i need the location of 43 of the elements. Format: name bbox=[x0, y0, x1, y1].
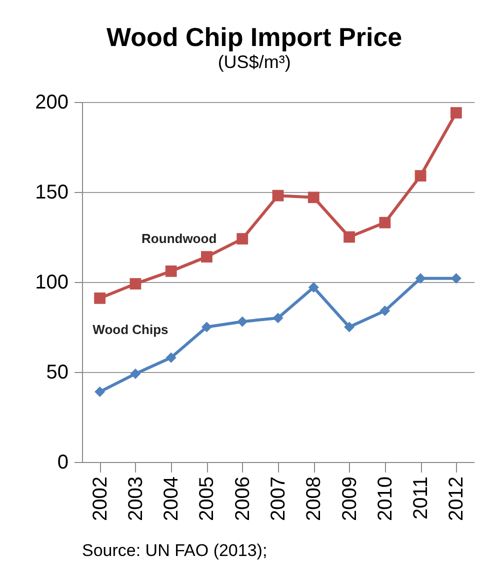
x-tick-label: 2003 bbox=[124, 476, 147, 521]
point bbox=[272, 312, 284, 324]
point bbox=[415, 273, 426, 284]
source-note: Source: UN FAO (2013); bbox=[82, 541, 268, 560]
series-label: Wood Chips bbox=[92, 322, 168, 337]
point bbox=[94, 386, 106, 398]
point bbox=[237, 316, 248, 327]
chart-title: Wood Chip Import Price bbox=[106, 22, 402, 52]
point bbox=[344, 322, 355, 332]
point bbox=[130, 278, 142, 290]
y-tick-label: 200 bbox=[35, 92, 68, 114]
chart-subtitle: (US$/m³) bbox=[218, 52, 291, 72]
x-tick-label: 2007 bbox=[268, 476, 290, 521]
point bbox=[272, 190, 284, 202]
x-tick-label: 2012 bbox=[446, 476, 468, 521]
series-label: Roundwood bbox=[142, 231, 217, 246]
x-tick-label: 2010 bbox=[374, 476, 396, 521]
point bbox=[130, 368, 141, 380]
point bbox=[201, 322, 212, 332]
point bbox=[450, 273, 462, 284]
y-tick-label: 0 bbox=[57, 452, 68, 474]
point bbox=[308, 192, 320, 204]
x-tick-label: 2004 bbox=[160, 476, 183, 521]
point bbox=[344, 231, 355, 243]
point bbox=[380, 306, 390, 316]
point bbox=[450, 107, 462, 118]
x-tick-label: 2005 bbox=[196, 476, 218, 521]
point bbox=[308, 282, 319, 293]
point bbox=[414, 170, 426, 182]
x-tick-label: 2006 bbox=[232, 476, 254, 521]
y-tick-label: 150 bbox=[35, 182, 68, 204]
point bbox=[379, 216, 391, 228]
point bbox=[201, 251, 212, 262]
x-tick-label: 2002 bbox=[89, 476, 112, 521]
x-tick-label: 2011 bbox=[410, 476, 432, 520]
y-tick-label: 100 bbox=[35, 272, 68, 294]
point bbox=[236, 233, 248, 244]
point bbox=[166, 352, 176, 363]
point bbox=[165, 266, 177, 277]
y-tick-label: 50 bbox=[46, 362, 68, 384]
x-tick-label: 2008 bbox=[303, 476, 326, 521]
x-tick-label: 2009 bbox=[338, 476, 361, 521]
point bbox=[94, 292, 106, 304]
